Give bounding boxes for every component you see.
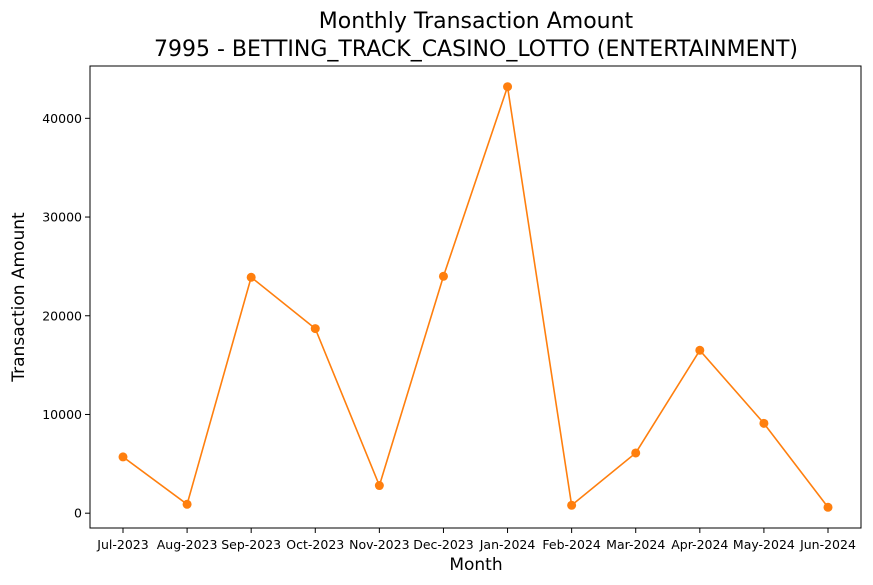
y-tick-label: 20000 <box>42 308 82 323</box>
x-tick-label: Dec-2023 <box>413 537 474 552</box>
data-point <box>631 448 641 458</box>
y-tick-label: 30000 <box>42 210 82 225</box>
y-tick-label: 10000 <box>42 407 82 422</box>
data-point <box>118 452 128 462</box>
x-tick-label: Feb-2024 <box>542 537 601 552</box>
data-point <box>823 502 833 512</box>
y-tick-label: 40000 <box>42 111 82 126</box>
x-tick-label: Jun-2024 <box>799 537 856 552</box>
data-point <box>567 500 577 510</box>
x-axis: Jul-2023 Aug-2023 Sep-2023 Oct-2023 Nov-2023… <box>96 528 856 552</box>
x-tick-label: Mar-2024 <box>606 537 665 552</box>
data-point <box>759 418 769 428</box>
chart-title-line-1: Monthly Transaction Amount <box>319 9 634 34</box>
data-point <box>246 272 256 282</box>
y-tick-label: 0 <box>74 506 82 521</box>
data-point <box>695 345 705 355</box>
data-point <box>438 271 448 281</box>
x-axis-label: Month <box>449 555 502 575</box>
x-tick-label: May-2024 <box>733 537 795 552</box>
x-tick-label: Jan-2024 <box>479 537 536 552</box>
plot-area <box>89 65 862 529</box>
data-point <box>503 82 513 92</box>
data-point <box>310 324 320 334</box>
data-point <box>374 481 384 491</box>
chart-title-line-2: 7995 - BETTING_TRACK_CASINO_LOTTO (ENTER… <box>154 37 798 62</box>
x-tick-label: Nov-2023 <box>349 537 409 552</box>
x-tick-label: Jul-2023 <box>96 537 148 552</box>
series-points <box>118 82 833 512</box>
y-axis-label: Transaction Amount <box>9 212 29 383</box>
y-axis: 0 10000 20000 30000 40000 <box>42 111 90 521</box>
series-line <box>122 86 829 508</box>
x-tick-label: Apr-2024 <box>671 537 728 552</box>
x-tick-label: Aug-2023 <box>157 537 218 552</box>
x-tick-label: Sep-2023 <box>221 537 281 552</box>
x-tick-label: Oct-2023 <box>286 537 344 552</box>
data-point <box>182 499 192 509</box>
